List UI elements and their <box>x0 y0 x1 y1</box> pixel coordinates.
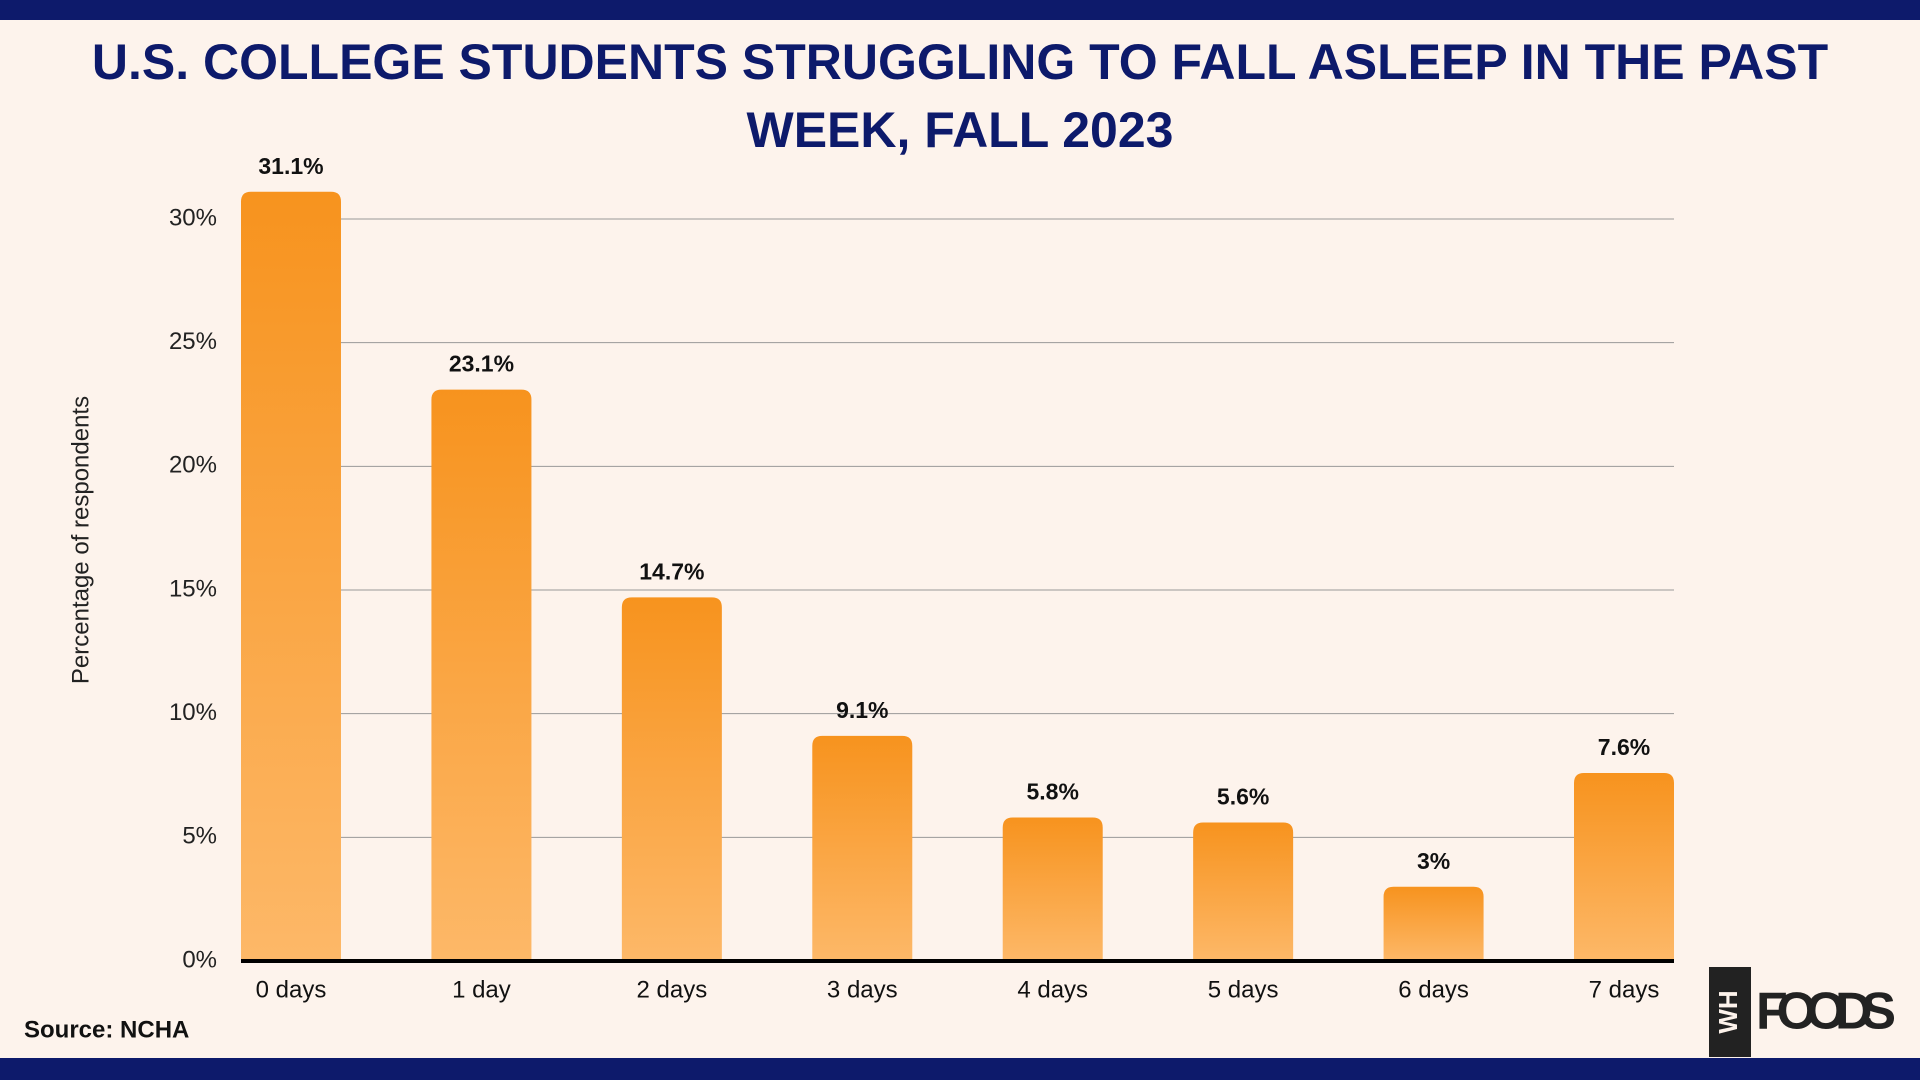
value-label: 9.1% <box>836 697 888 723</box>
x-tick-label: 7 days <box>1589 976 1660 1003</box>
bar <box>1002 817 1103 961</box>
x-tick-label: 4 days <box>1017 976 1088 1003</box>
chart-title: U.S. COLLEGE STUDENTS STRUGGLING TO FALL… <box>91 34 1829 158</box>
bottom-band <box>0 1058 1920 1080</box>
value-label: 3% <box>1417 848 1450 874</box>
y-tick-label: 10% <box>169 699 217 726</box>
y-tick-label: 25% <box>169 328 217 355</box>
value-label: 5.6% <box>1217 784 1269 810</box>
value-label: 7.6% <box>1598 734 1650 760</box>
x-tick-label: 1 day <box>452 976 511 1003</box>
value-label: 23.1% <box>449 351 514 377</box>
value-label: 14.7% <box>639 558 704 584</box>
bar <box>431 389 532 961</box>
x-tick-label: 3 days <box>827 976 898 1003</box>
y-tick-label: 0% <box>182 946 217 973</box>
source: Source: NCHA <box>24 1016 189 1043</box>
y-tick-label: 5% <box>182 823 217 850</box>
top-band <box>0 0 1920 20</box>
x-tick-label: 0 days <box>256 976 327 1003</box>
y-tick-label: 20% <box>169 452 217 479</box>
bar <box>812 735 913 961</box>
logo-box <box>1709 967 1751 1057</box>
x-tick-label: 2 days <box>636 976 707 1003</box>
logo-text: FOODS <box>1756 983 1896 1041</box>
y-axis-label: Percentage of respondents <box>67 396 94 684</box>
logo-mark: WH <box>1713 990 1743 1033</box>
y-tick-label: 30% <box>169 204 217 231</box>
bar <box>621 597 722 961</box>
value-label: 5.8% <box>1026 779 1078 805</box>
bar <box>1383 886 1484 961</box>
x-tick-label: 6 days <box>1398 976 1469 1003</box>
y-tick-label: 15% <box>169 575 217 602</box>
bar <box>1574 773 1674 961</box>
bar <box>241 191 341 962</box>
bar <box>1193 822 1294 961</box>
x-tick-label: 5 days <box>1208 976 1279 1003</box>
value-label: 31.1% <box>258 153 323 179</box>
